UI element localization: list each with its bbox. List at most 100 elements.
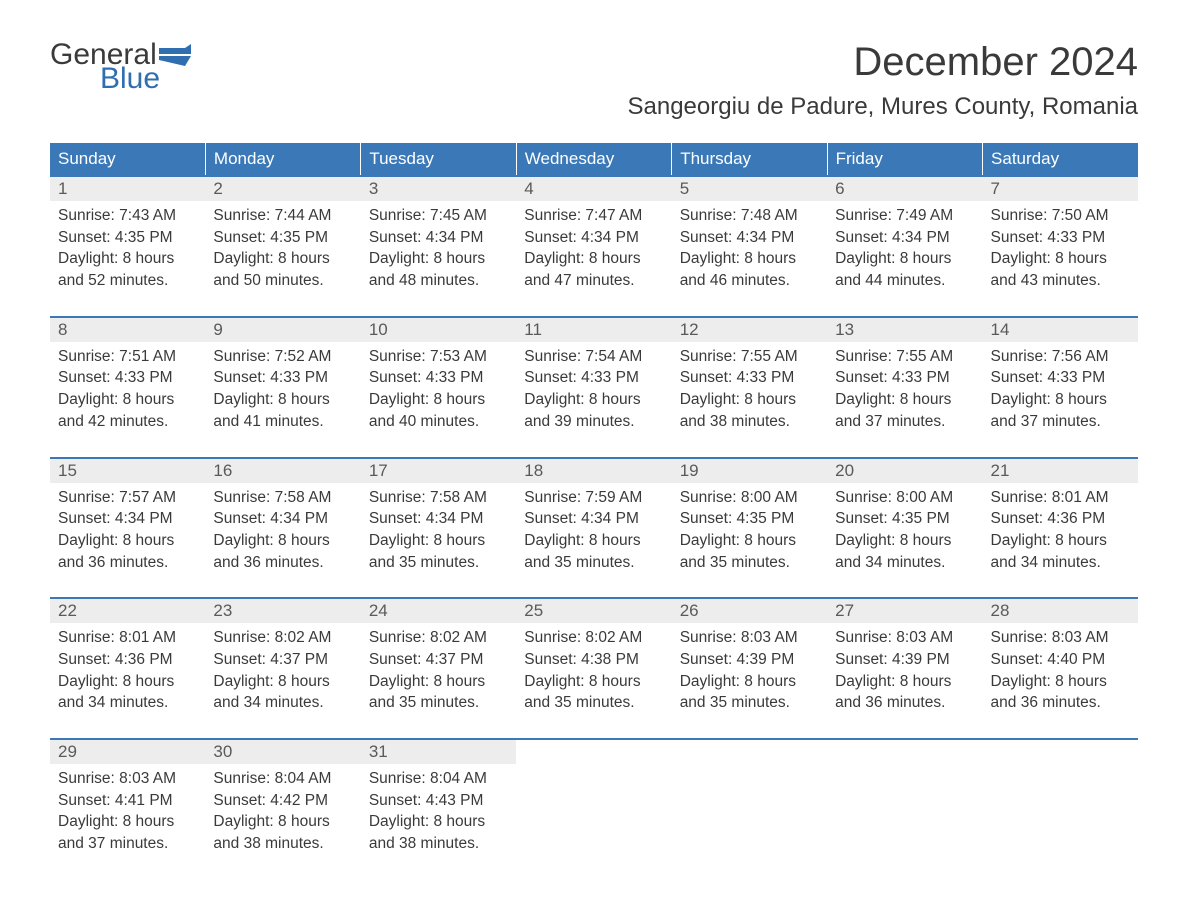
day-data-cell — [827, 764, 982, 863]
day-data-cell: Sunrise: 8:03 AMSunset: 4:40 PMDaylight:… — [983, 623, 1138, 739]
day-header: Friday — [827, 143, 982, 176]
sunset-line: Sunset: 4:37 PM — [213, 651, 328, 668]
day-number-cell — [983, 739, 1138, 764]
sunset-line: Sunset: 4:34 PM — [524, 229, 639, 246]
day-number-cell: 31 — [361, 739, 516, 764]
day-data-cell: Sunrise: 8:01 AMSunset: 4:36 PMDaylight:… — [983, 483, 1138, 599]
flag-icon — [159, 44, 191, 66]
day-data-row: Sunrise: 7:43 AM Sunset: 4:35 PM Daylight:… — [50, 201, 1138, 317]
day-number-cell: 24 — [361, 598, 516, 623]
day-data-cell: Sunrise: 8:03 AM Sunset: 4:39 PM Daylight:… — [672, 623, 827, 739]
sunset-line: Sunset: 4:35 PM — [835, 510, 950, 527]
day-data-cell: Sunrise: 7:58 AMSunset: 4:34 PMDaylight:… — [361, 483, 516, 599]
daylight-line: Daylight: 8 hoursand 35 minutes. — [680, 673, 796, 712]
daylight-line: Daylight: 8 hoursand 48 minutes. — [369, 250, 485, 289]
sunrise-line: Sunrise: 7:43 AM — [58, 207, 176, 224]
daylight-line: Daylight: 8 hoursand 35 minutes. — [524, 532, 640, 571]
day-number-cell: 13 — [827, 317, 982, 342]
location-text: Sangeorgiu de Padure, Mures County, Roma… — [627, 93, 1138, 121]
sunrise-line: Sunrise: 7:44 AM — [213, 207, 331, 224]
daylight-line: Daylight: 8 hoursand 50 minutes. — [213, 250, 329, 289]
day-number-cell: 14 — [983, 317, 1138, 342]
day-data-cell: Sunrise: 7:43 AMSunset: 4:35 PMDaylight:… — [50, 201, 205, 317]
day-data-cell: Sunrise: 8:02 AM Sunset: 4:37 PM Daylight:… — [361, 623, 516, 739]
day-data-row: Sunrise: 7:51 AM Sunset: 4:33 PM Daylight:… — [50, 342, 1138, 458]
sunrise-line: Sunrise: 8:00 AM — [680, 489, 798, 506]
sunset-line: Sunset: 4:33 PM — [369, 369, 484, 386]
sunset-line: Sunset: 4:34 PM — [369, 229, 484, 246]
sunrise-line: Sunrise: 7:51 AM — [58, 348, 176, 365]
day-data-row: Sunrise: 7:57 AMSunset: 4:34 PMDaylight:… — [50, 483, 1138, 599]
sunset-line: Sunset: 4:33 PM — [991, 369, 1106, 386]
day-number-cell: 30 — [205, 739, 360, 764]
sunset-line: Sunset: 4:35 PM — [680, 510, 795, 527]
day-data-cell: Sunrise: 8:02 AMSunset: 4:38 PMDaylight:… — [516, 623, 671, 739]
sunrise-line: Sunrise: 7:59 AM — [524, 489, 642, 506]
sunset-line: Sunset: 4:42 PM — [213, 792, 328, 809]
day-number-cell: 19 — [672, 458, 827, 483]
sunrise-line: Sunrise: 7:55 AM — [680, 348, 798, 365]
day-data-cell: Sunrise: 7:55 AMSunset: 4:33 PMDaylight:… — [827, 342, 982, 458]
sunrise-line: Sunrise: 8:02 AM — [369, 629, 487, 646]
day-number-cell — [516, 739, 671, 764]
daylight-line: Daylight: 8 hoursand 35 minutes. — [369, 673, 485, 712]
sunrise-line: Sunrise: 8:02 AM — [213, 629, 331, 646]
day-number-cell: 18 — [516, 458, 671, 483]
daylight-line: Daylight: 8 hoursand 36 minutes. — [213, 532, 329, 571]
day-number-cell: 16 — [205, 458, 360, 483]
daylight-line: Daylight: 8 hoursand 35 minutes. — [369, 532, 485, 571]
title-block: December 2024 Sangeorgiu de Padure, Mure… — [627, 40, 1138, 133]
sunset-line: Sunset: 4:34 PM — [835, 229, 950, 246]
day-number-row: 891011121314 — [50, 317, 1138, 342]
sunset-line: Sunset: 4:35 PM — [213, 229, 328, 246]
daylight-line: Daylight: 8 hoursand 39 minutes. — [524, 391, 640, 430]
header: General Blue December 2024 Sangeorgiu de… — [50, 40, 1138, 133]
day-data-cell: Sunrise: 7:59 AM Sunset: 4:34 PM Daylight:… — [516, 483, 671, 599]
day-number-cell — [672, 739, 827, 764]
month-title: December 2024 — [627, 40, 1138, 85]
day-data-cell: Sunrise: 7:44 AM Sunset: 4:35 PM Daylight:… — [205, 201, 360, 317]
sunset-line: Sunset: 4:34 PM — [58, 510, 173, 527]
day-data-cell: Sunrise: 7:58 AMSunset: 4:34 PMDaylight:… — [205, 483, 360, 599]
daylight-line: Daylight: 8 hoursand 40 minutes. — [369, 391, 485, 430]
sunset-line: Sunset: 4:38 PM — [524, 651, 639, 668]
sunrise-line: Sunrise: 8:03 AM — [680, 629, 798, 646]
day-number-cell: 7 — [983, 176, 1138, 201]
logo: General Blue — [50, 40, 191, 94]
day-data-row: Sunrise: 8:03 AMSunset: 4:41 PMDaylight:… — [50, 764, 1138, 863]
sunset-line: Sunset: 4:41 PM — [58, 792, 173, 809]
sunset-line: Sunset: 4:34 PM — [524, 510, 639, 527]
day-number-cell: 11 — [516, 317, 671, 342]
sunset-line: Sunset: 4:33 PM — [524, 369, 639, 386]
sunrise-line: Sunrise: 7:48 AM — [680, 207, 798, 224]
sunrise-line: Sunrise: 8:02 AM — [524, 629, 642, 646]
day-header: Thursday — [672, 143, 827, 176]
sunrise-line: Sunrise: 7:53 AM — [369, 348, 487, 365]
day-number-cell: 21 — [983, 458, 1138, 483]
day-data-cell: Sunrise: 7:55 AMSunset: 4:33 PMDaylight:… — [672, 342, 827, 458]
day-number-cell: 28 — [983, 598, 1138, 623]
day-data-cell: Sunrise: 7:57 AMSunset: 4:34 PMDaylight:… — [50, 483, 205, 599]
sunrise-line: Sunrise: 8:03 AM — [835, 629, 953, 646]
daylight-line: Daylight: 8 hoursand 37 minutes. — [835, 391, 951, 430]
day-number-cell: 12 — [672, 317, 827, 342]
sunset-line: Sunset: 4:37 PM — [369, 651, 484, 668]
sunset-line: Sunset: 4:33 PM — [991, 229, 1106, 246]
sunset-line: Sunset: 4:40 PM — [991, 651, 1106, 668]
sunrise-line: Sunrise: 7:52 AM — [213, 348, 331, 365]
sunset-line: Sunset: 4:39 PM — [680, 651, 795, 668]
day-number-cell: 22 — [50, 598, 205, 623]
daylight-line: Daylight: 8 hoursand 34 minutes. — [991, 532, 1107, 571]
day-data-cell — [516, 764, 671, 863]
day-number-cell: 27 — [827, 598, 982, 623]
day-data-cell: Sunrise: 7:54 AMSunset: 4:33 PMDaylight:… — [516, 342, 671, 458]
daylight-line: Daylight: 8 hoursand 44 minutes. — [835, 250, 951, 289]
day-number-cell — [827, 739, 982, 764]
sunset-line: Sunset: 4:36 PM — [58, 651, 173, 668]
sunset-line: Sunset: 4:34 PM — [369, 510, 484, 527]
sunrise-line: Sunrise: 7:55 AM — [835, 348, 953, 365]
sunrise-line: Sunrise: 7:58 AM — [213, 489, 331, 506]
sunset-line: Sunset: 4:34 PM — [680, 229, 795, 246]
day-number-row: 293031 — [50, 739, 1138, 764]
day-number-cell: 4 — [516, 176, 671, 201]
